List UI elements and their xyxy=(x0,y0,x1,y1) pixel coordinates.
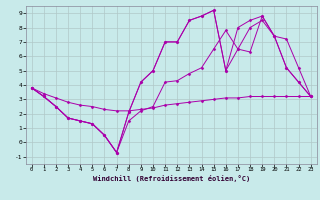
X-axis label: Windchill (Refroidissement éolien,°C): Windchill (Refroidissement éolien,°C) xyxy=(92,175,250,182)
